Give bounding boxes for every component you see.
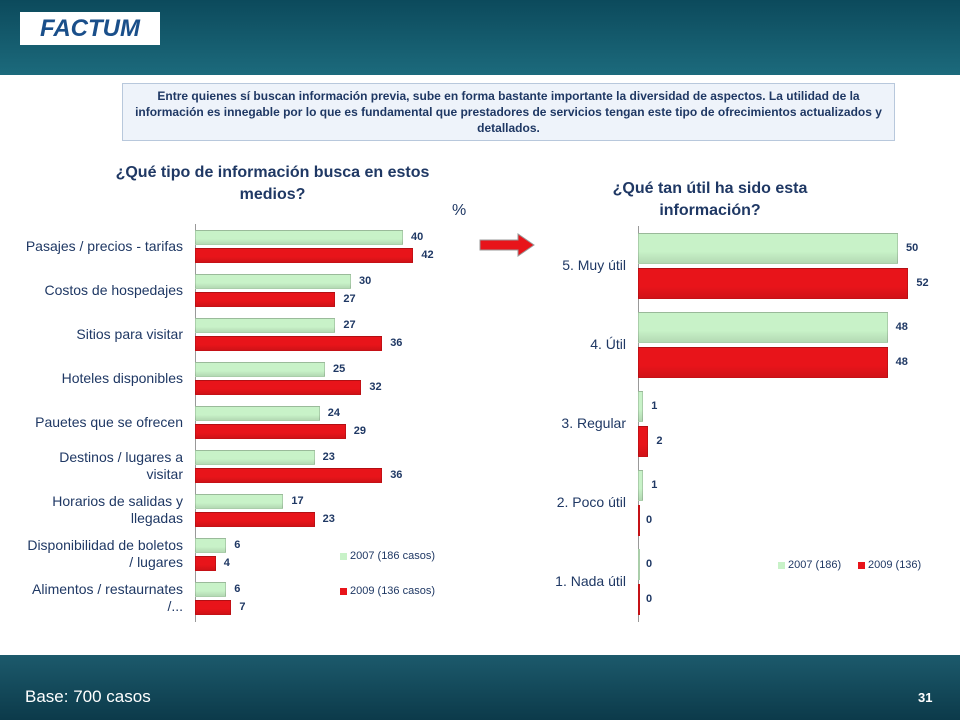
value-label: 17 xyxy=(291,495,304,507)
bar xyxy=(195,229,403,245)
category-label: 4. Útil xyxy=(590,336,626,352)
arrow-shape xyxy=(479,233,535,257)
value-label: 40 xyxy=(411,231,424,243)
percent-label: % xyxy=(452,202,467,219)
value-label: 23 xyxy=(322,451,335,463)
logo: FACTUM xyxy=(20,12,160,45)
value-label: 1 xyxy=(651,479,658,491)
bar xyxy=(195,493,284,509)
value-label: 0 xyxy=(646,593,653,605)
value-label: 27 xyxy=(343,293,356,305)
bar xyxy=(638,504,640,536)
value-label: 27 xyxy=(343,319,356,331)
category-label: Disponibilidad de boletos / lugares xyxy=(27,537,183,570)
bar xyxy=(638,232,898,264)
legend-label: 2007 (186 casos) xyxy=(350,550,435,562)
value-label: 52 xyxy=(916,277,929,289)
legend-swatch xyxy=(340,587,347,595)
axis-line xyxy=(195,224,196,622)
legend-swatch xyxy=(858,561,865,569)
value-label: 23 xyxy=(322,513,335,525)
value-label: 42 xyxy=(421,249,434,261)
bar xyxy=(638,267,909,299)
bar xyxy=(195,423,346,439)
bar xyxy=(195,379,362,395)
value-label: 25 xyxy=(333,363,346,375)
value-label: 36 xyxy=(390,337,403,349)
bar xyxy=(638,469,644,501)
bar xyxy=(638,548,640,580)
value-label: 6 xyxy=(234,539,241,551)
chart-title: ¿Qué tipo de información busca en estos … xyxy=(115,164,430,203)
bar xyxy=(638,390,644,422)
bar xyxy=(195,467,383,483)
chart-title: ¿Qué tan útil ha sido esta información? xyxy=(612,180,808,219)
bar xyxy=(195,273,351,289)
bar xyxy=(195,317,336,333)
header-band xyxy=(0,0,960,75)
bar xyxy=(195,291,336,307)
bar xyxy=(195,405,320,421)
value-label: 4 xyxy=(223,557,230,569)
bar xyxy=(195,449,315,465)
category-label: Destinos / lugares a visitar xyxy=(59,449,183,482)
value-label: 24 xyxy=(327,407,341,419)
value-label: 30 xyxy=(359,275,372,287)
bar xyxy=(195,537,227,553)
value-label: 1 xyxy=(651,400,658,412)
bar xyxy=(638,425,649,457)
value-label: 29 xyxy=(353,425,367,437)
legend-swatch xyxy=(340,552,347,560)
category-label: Pasajes / precios - tarifas xyxy=(25,237,183,254)
value-label: 50 xyxy=(906,242,919,254)
bar xyxy=(195,599,232,615)
bar xyxy=(638,583,640,615)
legend-item: 2007 (186 casos) xyxy=(340,550,435,562)
bar xyxy=(195,581,227,597)
bar xyxy=(195,361,325,377)
legend-swatch xyxy=(778,561,785,569)
category-label: Costos de hospedajes xyxy=(44,281,183,298)
category-label: Pauetes que se ofrecen xyxy=(35,413,183,430)
legend-label: 2009 (136) xyxy=(868,559,922,571)
value-label: 0 xyxy=(646,558,653,570)
value-label: 48 xyxy=(895,321,908,333)
bar xyxy=(638,346,888,378)
category-label: 3. Regular xyxy=(561,415,626,431)
category-label: 2. Poco útil xyxy=(556,494,626,510)
legend-label: 2009 (136 casos) xyxy=(350,585,435,597)
value-label: 0 xyxy=(646,514,653,526)
footer-band xyxy=(0,655,960,720)
base: Base: 700 casos xyxy=(25,687,151,706)
legend-item: 2009 (136) xyxy=(858,559,921,571)
arrow xyxy=(479,233,535,257)
value-label: 48 xyxy=(895,356,908,368)
category-label: Alimentos / restaurnates /... xyxy=(32,581,183,614)
value-label: 36 xyxy=(390,469,403,481)
category-label: Sitios para visitar xyxy=(76,325,183,342)
value-label: 7 xyxy=(239,601,246,613)
value-label: 2 xyxy=(656,435,663,447)
category-label: 5. Muy útil xyxy=(562,257,626,273)
value-label: 32 xyxy=(369,381,382,393)
note: Entre quienes sí buscan información prev… xyxy=(122,83,895,141)
bar xyxy=(638,311,888,343)
axis-line xyxy=(638,226,639,622)
value-label: 6 xyxy=(234,583,241,595)
category-label: Horarios de salidas y llegadas xyxy=(52,493,183,526)
category-label: Hoteles disponibles xyxy=(61,369,183,386)
category-label: 1. Nada útil xyxy=(555,573,626,589)
bar xyxy=(195,247,414,263)
bar xyxy=(195,335,383,351)
bar xyxy=(195,511,315,527)
legend-item: 2009 (136 casos) xyxy=(340,585,435,597)
bar xyxy=(195,555,216,571)
page-number: 31 xyxy=(918,690,933,705)
legend-label: 2007 (186) xyxy=(788,559,842,571)
legend-item: 2007 (186) xyxy=(778,559,841,571)
